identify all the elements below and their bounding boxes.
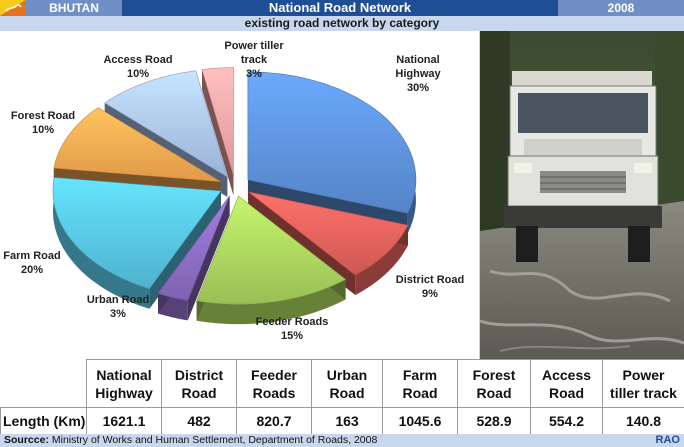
table-corner-cell	[0, 359, 87, 408]
slice-label: Forest Road 10%	[11, 109, 75, 137]
slice-name: Power tiller	[224, 40, 284, 52]
source-text: Ministry of Works and Human Settlement, …	[51, 434, 378, 446]
table-value-cell: 163	[311, 407, 383, 435]
slice-name: Farm Road	[3, 250, 61, 262]
pie-chart-svg	[52, 67, 417, 325]
table-value-cell: 820.7	[236, 407, 312, 435]
pie-slice-edge	[202, 69, 234, 196]
pie-chart: National Highway 30% District Road 9% Feeder …	[0, 31, 480, 359]
truck-photo	[480, 31, 684, 359]
table-value-cell: 554.2	[530, 407, 603, 435]
slice-name: National	[396, 54, 440, 66]
slice-label: Access Road 10%	[103, 53, 172, 81]
pie-slice-edge	[149, 191, 221, 309]
slice-percent: 30%	[406, 82, 430, 94]
slice-percent: 20%	[20, 264, 44, 276]
slice-name: Forest Road	[10, 110, 76, 122]
road-length-table: National Highway District Road Feeder Roads…	[0, 359, 684, 435]
table-header-cell: Forest Road	[457, 359, 531, 408]
slice-name: Urban Road	[86, 294, 150, 306]
table-value-cell: 482	[161, 407, 237, 435]
year-label: 2008	[558, 0, 684, 16]
slice-name: Feeder Roads	[255, 316, 329, 328]
slice-name: District Road	[395, 274, 465, 286]
header-bar: BHUTAN National Road Network 2008	[0, 0, 684, 16]
pie-slice-district-road	[248, 191, 409, 276]
table-row: Length (Km) 1621.1 482 820.7 163 1045.6 …	[0, 407, 684, 435]
slice-percent: 10%	[31, 124, 55, 136]
table-header-cell: Power tiller track	[602, 359, 684, 408]
slice-name: track	[240, 54, 268, 66]
slice-percent: 3%	[246, 68, 262, 80]
source-label: Sourcce:	[4, 434, 49, 446]
page-title: National Road Network	[268, 0, 412, 15]
brand-logo: RAO	[655, 434, 680, 446]
source-note: Sourcce: Ministry of Works and Human Set…	[4, 434, 377, 447]
pie-slice-farm-road	[52, 177, 222, 290]
pie-slice-national-highway	[247, 71, 417, 214]
chart-subtitle: existing road network by category	[0, 16, 684, 31]
footer-bar: Sourcce: Ministry of Works and Human Set…	[0, 434, 684, 447]
pie-slice-side	[355, 225, 408, 296]
slice-name: Access Road	[103, 54, 173, 66]
table-value-cell: 140.8	[602, 407, 684, 435]
slice-name: Highway	[395, 68, 441, 80]
slice-label: National Highway 30%	[395, 53, 440, 95]
table-value-cell: 1621.1	[86, 407, 162, 435]
table-header-cell: Urban Road	[311, 359, 383, 408]
slice-label: Power tiller track 3%	[224, 39, 283, 81]
table-header-row: National Highway District Road Feeder Roads…	[0, 359, 684, 408]
slice-percent: 9%	[422, 288, 438, 300]
country-label: BHUTAN	[26, 0, 122, 16]
pie-slice-side	[196, 279, 346, 325]
pie-slice-forest-road	[53, 107, 221, 182]
slice-label: Feeder Roads 15%	[256, 315, 329, 343]
table-header-cell: District Road	[161, 359, 237, 408]
slice-percent: 15%	[280, 330, 304, 342]
slice-label: District Road 9%	[396, 273, 464, 301]
slice-percent: 3%	[110, 308, 126, 320]
table-value-cell: 1045.6	[382, 407, 458, 435]
slice-label: Urban Road 3%	[87, 293, 149, 321]
table-row-label: Length (Km)	[0, 407, 87, 435]
pie-slice-side	[53, 177, 150, 309]
pie-slice-power-tiller-track	[201, 67, 234, 176]
table-header-cell: Farm Road	[382, 359, 458, 408]
pie-slice-feeder-roads	[196, 195, 347, 305]
table-header-cell: Feeder Roads	[236, 359, 312, 408]
table-header-cell: National Highway	[86, 359, 162, 408]
bhutan-flag-icon	[0, 0, 26, 16]
pie-slice-access-road	[104, 70, 228, 178]
slice-label: Farm Road 20%	[3, 249, 60, 277]
table-header-cell: Access Road	[530, 359, 603, 408]
slice-percent: 10%	[126, 68, 150, 80]
pie-slice-urban-road	[157, 195, 230, 301]
table-value-cell: 528.9	[457, 407, 531, 435]
